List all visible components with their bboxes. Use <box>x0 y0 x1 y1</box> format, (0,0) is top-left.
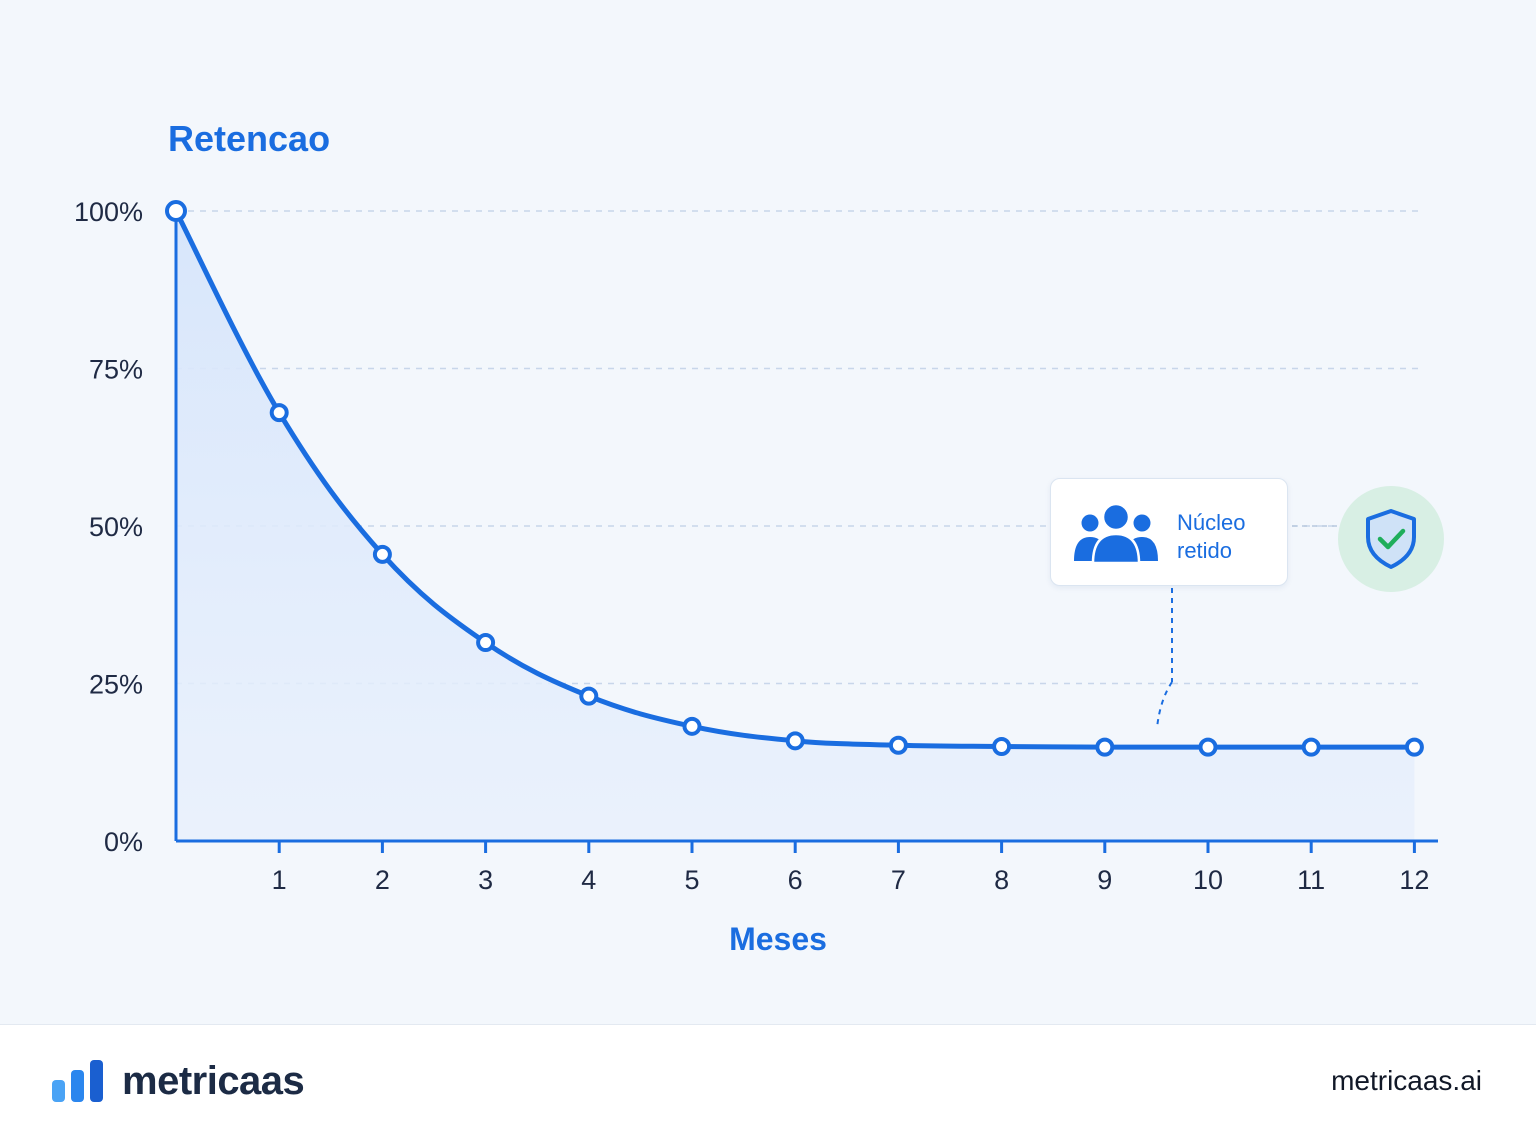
retention-chart: Retencao 100%75%50%25%0% 1 2 3 4 5 6 7 8 9 10 11 12… <box>74 118 1438 957</box>
data-point <box>1198 737 1218 757</box>
data-point <box>1404 737 1424 757</box>
data-point <box>682 716 702 736</box>
x-tick-label: 5 <box>684 865 699 895</box>
y-tick-label: 25% <box>89 670 143 700</box>
x-tick-labels: 1 2 3 4 5 6 7 8 9 10 11 12 <box>272 841 1429 895</box>
y-tick-label: 100% <box>74 197 143 227</box>
x-tick-label: 1 <box>272 865 287 895</box>
data-point <box>1301 737 1321 757</box>
shield-check-icon <box>1366 509 1416 569</box>
data-point <box>888 735 908 755</box>
x-tick-label: 10 <box>1193 865 1223 895</box>
y-tick-label: 75% <box>89 355 143 385</box>
brand-name: metricaas <box>122 1059 305 1103</box>
x-tick-label: 8 <box>994 865 1009 895</box>
x-tick-label: 12 <box>1399 865 1429 895</box>
y-tick-label: 50% <box>89 512 143 542</box>
y-tick-labels: 100% 75% 50% 25% 0% <box>74 197 143 857</box>
x-tick-label: 2 <box>375 865 390 895</box>
footer: metricaas metricaas.ai <box>0 1024 1536 1137</box>
data-point <box>1095 737 1115 757</box>
x-tick-label: 7 <box>891 865 906 895</box>
data-point <box>579 686 599 706</box>
shield-badge <box>1338 486 1444 592</box>
y-tick-label: 0% <box>104 827 143 857</box>
callout-label: Núcleo retido <box>1177 509 1282 565</box>
data-point <box>269 403 289 423</box>
website-link[interactable]: metricaas.ai <box>1331 1065 1482 1096</box>
x-tick-label: 3 <box>478 865 493 895</box>
data-point <box>476 633 496 653</box>
data-point <box>165 200 187 222</box>
data-point <box>992 737 1012 756</box>
data-point <box>785 731 805 751</box>
x-tick-label: 4 <box>581 865 596 895</box>
x-axis-title: Meses <box>729 921 827 957</box>
chart-title: Retencao <box>168 118 330 159</box>
x-tick-label: 9 <box>1097 865 1112 895</box>
users-group-icon <box>1074 503 1158 565</box>
callout-line-2: retido <box>1177 538 1233 563</box>
bar-chart-logo-icon <box>52 1060 103 1102</box>
callout-dash-link <box>1292 525 1338 527</box>
x-tick-label: 11 <box>1297 865 1325 895</box>
nucleo-retido-callout: Núcleo retido <box>1050 478 1288 586</box>
data-point <box>372 544 392 564</box>
retention-area <box>176 211 1415 841</box>
callout-connector-curve <box>1156 681 1173 729</box>
callout-line-1: Núcleo <box>1177 510 1246 535</box>
x-tick-label: 6 <box>788 865 803 895</box>
data-points <box>165 200 1424 757</box>
